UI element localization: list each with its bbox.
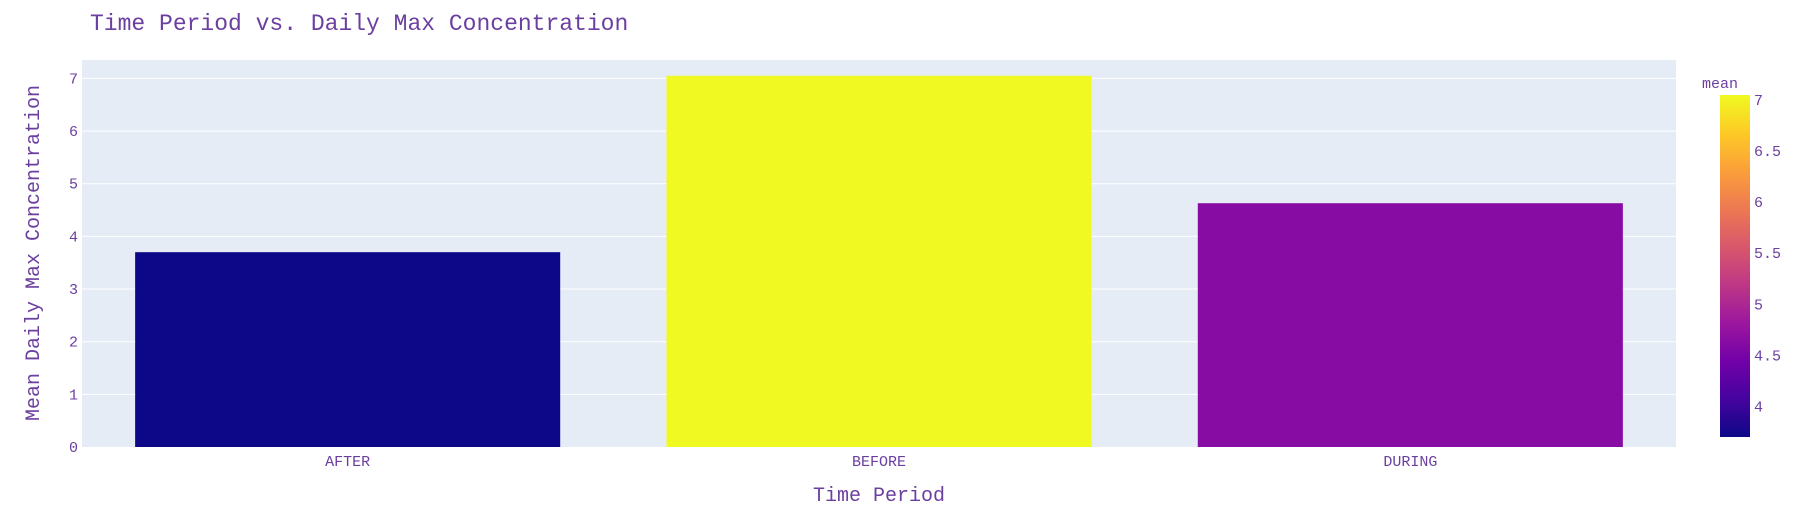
colorbar-tick-label: 6 <box>1754 195 1763 212</box>
colorbar-title: mean <box>1702 76 1738 93</box>
colorbar: mean 4 4.5 5 5.5 6 6.5 7 <box>1702 76 1781 437</box>
bar-before <box>666 75 1092 447</box>
x-tick-label: AFTER <box>325 454 370 471</box>
y-tick-label: 1 <box>69 387 78 404</box>
bar-during <box>1197 203 1623 447</box>
y-axis-title: Mean Daily Max Concentration <box>23 85 46 421</box>
x-tick-label: BEFORE <box>852 454 906 471</box>
x-axis-title: Time Period <box>813 485 945 508</box>
colorbar-tick-label: 4.5 <box>1754 348 1781 365</box>
x-tick-label: DURING <box>1383 454 1437 471</box>
colorbar-tick-label: 6.5 <box>1754 144 1781 161</box>
colorbar-tick-label: 7 <box>1754 93 1763 110</box>
colorbar-gradient <box>1720 95 1750 437</box>
bar-after <box>135 252 561 447</box>
bars <box>135 75 1623 447</box>
colorbar-tick-label: 5 <box>1754 297 1763 314</box>
y-tick-labels: 0 1 2 3 4 5 6 7 <box>69 71 78 457</box>
colorbar-tick-label: 5.5 <box>1754 246 1781 263</box>
y-tick-label: 7 <box>69 71 78 88</box>
y-tick-label: 6 <box>69 124 78 141</box>
colorbar-tick-label: 4 <box>1754 399 1763 416</box>
chart-title: Time Period vs. Daily Max Concentration <box>90 11 628 37</box>
y-tick-label: 3 <box>69 282 78 299</box>
y-tick-label: 4 <box>69 229 78 246</box>
colorbar-tick-labels: 4 4.5 5 5.5 6 6.5 7 <box>1754 93 1781 416</box>
y-tick-label: 0 <box>69 440 78 457</box>
y-tick-label: 5 <box>69 177 78 194</box>
y-tick-label: 2 <box>69 335 78 352</box>
x-tick-labels: AFTER BEFORE DURING <box>325 454 1437 471</box>
